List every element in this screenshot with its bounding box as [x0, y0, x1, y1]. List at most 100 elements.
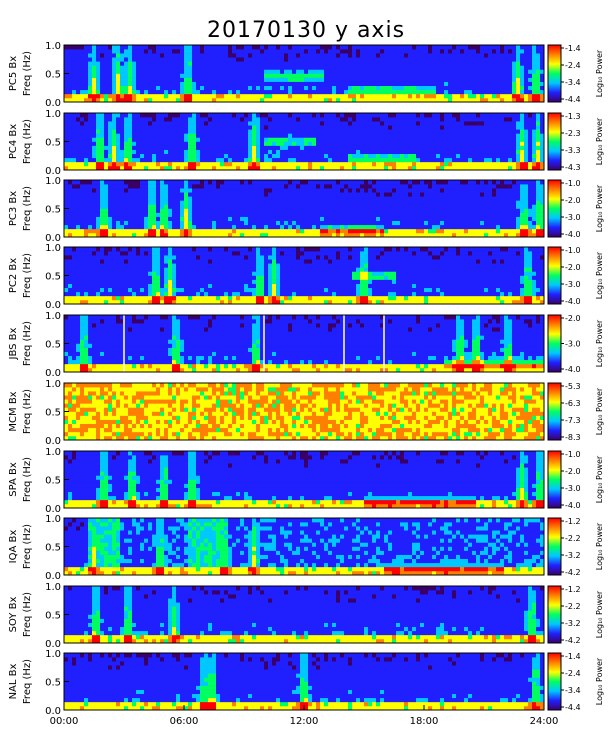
spectrogram-cell	[316, 85, 321, 91]
spectrogram-cell	[76, 200, 81, 205]
spectrogram-cell	[280, 157, 285, 163]
spectrogram-cell	[492, 149, 497, 155]
spectrogram-cell	[356, 65, 361, 70]
spectrogram-cell	[180, 61, 185, 66]
spectrogram-cell	[412, 153, 417, 159]
spectrogram-cell	[332, 49, 337, 54]
spectrogram-cell	[456, 157, 461, 163]
y-tick-label: 0.0	[45, 166, 61, 177]
spectrogram-cell	[168, 69, 173, 74]
spectrogram-cell	[108, 196, 113, 201]
spectrogram-cell	[84, 165, 89, 171]
spectrogram-cell	[328, 81, 333, 87]
colorbar-label: Log₁₀ Power	[595, 49, 604, 97]
spectrogram-cell	[404, 73, 409, 78]
spectrogram-cell	[284, 137, 289, 142]
spectrogram-cell	[220, 228, 225, 234]
spectrogram-cell	[192, 125, 197, 130]
spectrogram-cell	[344, 121, 349, 126]
spectrogram-cell	[68, 121, 73, 126]
spectrogram-cell	[436, 77, 441, 82]
spectrogram-cell	[296, 157, 301, 163]
spectrogram-cell	[372, 141, 377, 146]
spectrogram-cell	[472, 133, 477, 138]
spectrogram-cell	[356, 49, 361, 54]
spectrogram-cell	[460, 129, 465, 134]
spectrogram-cell	[64, 117, 69, 122]
spectrogram-cell	[288, 157, 293, 163]
spectrogram-cell	[192, 121, 197, 126]
spectrogram-cell	[244, 89, 249, 95]
spectrogram-cell	[144, 69, 149, 74]
spectrogram-cell	[380, 137, 385, 142]
spectrogram-cell	[372, 232, 377, 238]
spectrogram-cell	[428, 57, 433, 62]
spectrogram-cell	[532, 89, 537, 95]
spectrogram-cell	[160, 204, 165, 209]
spectrogram-cell	[372, 69, 377, 74]
spectrogram-cell	[512, 161, 517, 167]
spectrogram-cell	[92, 200, 97, 205]
spectrogram-cell	[172, 69, 177, 74]
spectrogram-cell	[244, 224, 249, 230]
spectrogram-cell	[464, 145, 469, 150]
spectrogram-cell	[240, 184, 245, 189]
spectrogram-cell	[368, 192, 373, 197]
spectrogram-cell	[244, 204, 249, 209]
spectrogram-cell	[508, 145, 513, 150]
spectrogram-cell	[396, 192, 401, 197]
spectrogram-cell	[500, 69, 505, 74]
spectrogram-cell	[476, 65, 481, 70]
spectrogram-cell	[172, 45, 177, 50]
spectrogram-cell	[72, 228, 77, 234]
spectrogram-cell	[332, 153, 337, 159]
spectrogram-cell	[380, 212, 385, 217]
spectrogram-cell	[236, 165, 241, 171]
spectrogram-cell	[288, 93, 293, 99]
spectrogram-cell	[380, 232, 385, 238]
spectrogram-cell	[516, 121, 521, 126]
spectrogram-cell	[512, 208, 517, 213]
spectrogram-cell	[228, 200, 233, 205]
spectrogram-cell	[432, 200, 437, 205]
spectrogram-cell	[468, 184, 473, 189]
spectrogram-cell	[164, 65, 169, 70]
spectrogram-cell	[300, 180, 305, 185]
spectrogram-cell	[332, 200, 337, 205]
spectrogram-cell	[428, 216, 433, 222]
spectrogram-cell	[532, 65, 537, 70]
spectrogram-cell	[252, 145, 257, 150]
spectrogram-cell	[88, 93, 93, 99]
spectrogram-cell	[220, 53, 225, 58]
spectrogram-cell	[396, 224, 401, 230]
spectrogram-cell	[516, 141, 521, 146]
spectrogram-cell	[276, 125, 281, 130]
spectrogram-cell	[420, 97, 425, 103]
spectrogram-cell	[320, 145, 325, 150]
spectrogram-cell	[224, 53, 229, 58]
spectrogram-cell	[292, 45, 297, 50]
spectrogram-cell	[360, 149, 365, 155]
spectrogram-cell	[276, 149, 281, 155]
spectrogram-cell	[88, 188, 93, 193]
spectrogram-cell	[476, 45, 481, 50]
spectrogram-cell	[248, 216, 253, 222]
spectrogram-cell	[228, 149, 233, 155]
spectrogram-cell	[184, 161, 189, 167]
spectrogram-cell	[468, 73, 473, 78]
spectrogram-cell	[464, 125, 469, 130]
spectrogram-cell	[220, 180, 225, 185]
spectrogram-cell	[152, 232, 157, 238]
spectrogram-cell	[472, 45, 477, 50]
spectrogram-cell	[176, 121, 181, 126]
spectrogram-cell	[432, 137, 437, 142]
spectrogram-cell	[84, 121, 89, 126]
spectrogram-cell	[328, 232, 333, 238]
spectrogram-cell	[252, 113, 257, 118]
spectrogram-cell	[128, 49, 133, 54]
spectrogram-cell	[540, 145, 545, 150]
spectrogram-cell	[236, 232, 241, 238]
spectrogram-cell	[348, 192, 353, 197]
spectrogram-cell	[308, 93, 313, 99]
spectrogram-cell	[96, 232, 101, 238]
